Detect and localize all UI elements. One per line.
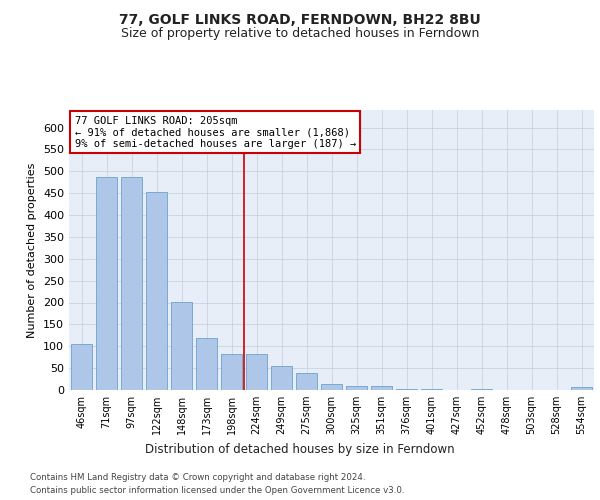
Bar <box>571 388 592 390</box>
Bar <box>371 386 392 390</box>
Bar <box>271 366 292 390</box>
Text: Size of property relative to detached houses in Ferndown: Size of property relative to detached ho… <box>121 28 479 40</box>
Bar <box>396 388 417 390</box>
Bar <box>221 354 242 390</box>
Text: Distribution of detached houses by size in Ferndown: Distribution of detached houses by size … <box>145 442 455 456</box>
Bar <box>96 176 117 390</box>
Y-axis label: Number of detached properties: Number of detached properties <box>28 162 37 338</box>
Bar <box>471 389 492 390</box>
Bar <box>346 386 367 390</box>
Bar <box>71 344 92 390</box>
Bar <box>146 192 167 390</box>
Bar <box>171 302 192 390</box>
Text: Contains public sector information licensed under the Open Government Licence v3: Contains public sector information licen… <box>30 486 404 495</box>
Text: Contains HM Land Registry data © Crown copyright and database right 2024.: Contains HM Land Registry data © Crown c… <box>30 472 365 482</box>
Bar <box>121 177 142 390</box>
Bar <box>246 354 267 390</box>
Text: 77 GOLF LINKS ROAD: 205sqm
← 91% of detached houses are smaller (1,868)
9% of se: 77 GOLF LINKS ROAD: 205sqm ← 91% of deta… <box>74 116 356 149</box>
Bar <box>321 384 342 390</box>
Bar <box>421 389 442 390</box>
Bar <box>196 338 217 390</box>
Bar <box>296 372 317 390</box>
Text: 77, GOLF LINKS ROAD, FERNDOWN, BH22 8BU: 77, GOLF LINKS ROAD, FERNDOWN, BH22 8BU <box>119 12 481 26</box>
